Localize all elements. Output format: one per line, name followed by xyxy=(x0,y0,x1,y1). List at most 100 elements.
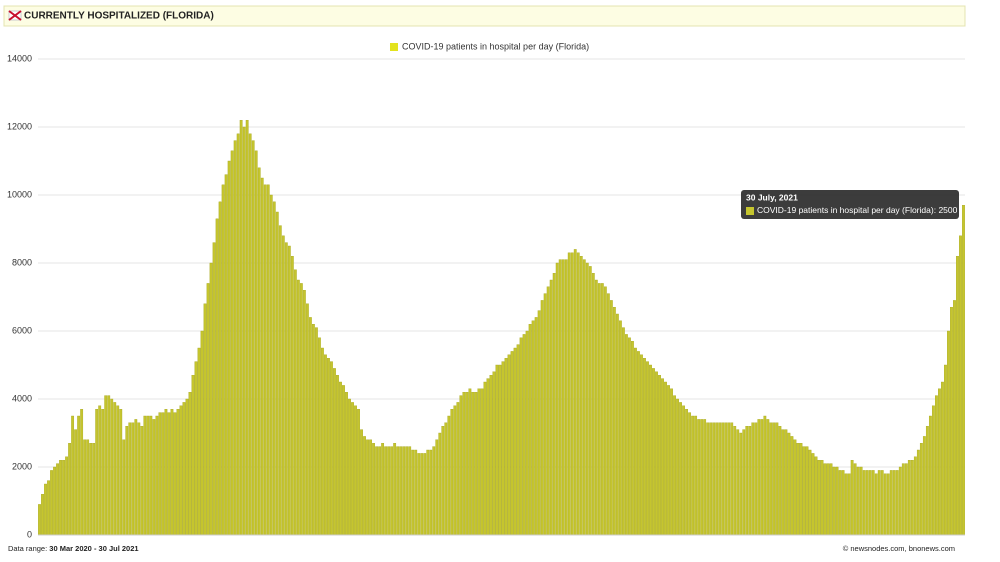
bar xyxy=(272,201,276,536)
legend-label[interactable]: COVID-19 patients in hospital per day (F… xyxy=(402,41,589,51)
bar xyxy=(631,341,634,536)
bar xyxy=(784,429,788,536)
bar xyxy=(188,392,192,536)
bar xyxy=(634,347,637,536)
bar xyxy=(453,405,457,536)
bar xyxy=(182,402,186,536)
bar xyxy=(919,443,923,536)
bar xyxy=(501,361,505,536)
bar xyxy=(543,293,547,536)
bar xyxy=(387,446,391,536)
bar xyxy=(847,473,851,536)
bar xyxy=(956,256,959,536)
bar xyxy=(889,470,893,536)
bar xyxy=(868,470,872,536)
bar xyxy=(290,256,294,536)
bar xyxy=(185,398,189,536)
bar xyxy=(865,470,869,536)
bar xyxy=(450,409,454,536)
bar xyxy=(348,398,351,536)
bar xyxy=(712,422,716,536)
bar xyxy=(438,432,442,536)
bar xyxy=(907,460,911,536)
bar xyxy=(510,351,514,536)
bar xyxy=(74,429,78,536)
bar xyxy=(787,432,791,536)
bar xyxy=(856,466,860,536)
bar xyxy=(417,453,421,536)
bar xyxy=(624,334,628,536)
bar xyxy=(128,422,132,536)
bar xyxy=(498,364,502,536)
bar xyxy=(200,330,204,536)
bar xyxy=(89,443,93,536)
bar xyxy=(886,473,890,536)
bar xyxy=(962,205,965,536)
bar xyxy=(492,371,496,536)
bar xyxy=(465,392,469,536)
bar xyxy=(959,235,962,536)
bar xyxy=(763,415,767,536)
legend-swatch[interactable] xyxy=(390,43,398,51)
bar xyxy=(122,439,126,536)
bar xyxy=(305,303,309,536)
bar xyxy=(615,313,619,536)
bar xyxy=(691,415,695,536)
bar xyxy=(224,174,228,536)
bar xyxy=(411,449,415,536)
bar xyxy=(733,426,737,536)
y-tick-label: 10000 xyxy=(7,189,32,199)
bar xyxy=(146,415,150,536)
bar xyxy=(125,426,129,536)
bar xyxy=(703,419,707,536)
range-end: 30 Jul 2021 xyxy=(99,544,139,553)
bar xyxy=(342,385,345,536)
bar xyxy=(781,429,785,536)
bar xyxy=(901,463,905,536)
bar xyxy=(86,439,90,536)
bar xyxy=(805,446,809,536)
bar xyxy=(179,405,183,536)
bar xyxy=(311,324,315,536)
bar xyxy=(275,211,279,536)
bar xyxy=(44,483,47,536)
bar xyxy=(751,422,755,536)
tooltip-label: COVID-19 patients in hospital per day (F… xyxy=(757,205,936,215)
bar xyxy=(513,347,517,536)
bar xyxy=(92,443,96,536)
bar xyxy=(158,412,162,536)
bar xyxy=(748,426,752,536)
y-tick-label: 8000 xyxy=(12,257,32,267)
y-tick-label: 14000 xyxy=(7,53,32,63)
bar xyxy=(251,140,255,536)
bar xyxy=(564,259,568,536)
bar xyxy=(757,419,761,536)
bar xyxy=(369,439,372,536)
y-tick-label: 12000 xyxy=(7,121,32,131)
bar xyxy=(333,368,336,536)
bar xyxy=(296,279,300,536)
bar xyxy=(53,466,56,536)
bar xyxy=(829,463,833,536)
bar xyxy=(360,429,363,536)
bar xyxy=(56,463,59,536)
bar xyxy=(80,409,84,536)
bar xyxy=(405,446,409,536)
bar xyxy=(742,429,746,536)
bar xyxy=(41,494,44,536)
bar xyxy=(330,361,333,536)
bar xyxy=(381,443,385,536)
bar xyxy=(531,320,535,536)
bar xyxy=(83,439,87,536)
bar xyxy=(110,398,114,536)
bar xyxy=(655,371,658,536)
bar xyxy=(248,133,252,536)
bar xyxy=(793,439,797,536)
bar xyxy=(537,310,541,536)
bar xyxy=(284,242,288,536)
bar xyxy=(621,327,625,536)
bar xyxy=(47,480,50,536)
bar xyxy=(670,388,673,536)
bar xyxy=(745,426,749,536)
